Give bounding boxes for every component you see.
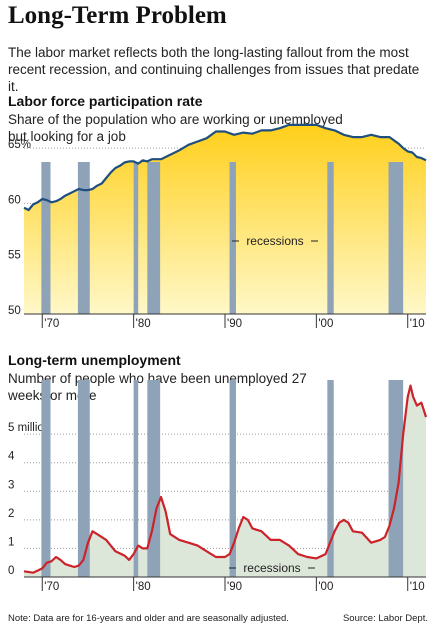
recession-bar xyxy=(229,380,236,577)
main-title: Long-Term Problem xyxy=(8,2,227,29)
recession-bar xyxy=(147,380,161,577)
series-line xyxy=(23,384,428,574)
recession-bar xyxy=(77,162,90,314)
recession-bar xyxy=(327,380,334,577)
chart2-title: Long-term unemployment xyxy=(8,352,181,368)
source-note: Source: Labor Dept. xyxy=(342,613,428,624)
recessions-annotation: recessions xyxy=(246,234,303,248)
y-tick-label: 60 xyxy=(8,194,21,206)
y-tick-label: 50 xyxy=(8,305,21,317)
main-subtitle: The labor market reflects both the long-… xyxy=(8,45,420,94)
x-tick-label: '00 xyxy=(318,581,333,593)
y-tick-label: 1 xyxy=(8,536,14,548)
x-tick-label: '90 xyxy=(227,581,242,593)
x-tick-label: '80 xyxy=(136,318,151,330)
x-tick-label: '10 xyxy=(410,318,425,330)
recession-bar xyxy=(77,380,90,577)
y-tick-label: 2 xyxy=(8,508,14,520)
x-tick-label: '90 xyxy=(227,318,242,330)
recession-bar xyxy=(229,162,236,314)
recession-bar xyxy=(147,162,161,314)
recession-bar xyxy=(41,380,51,577)
recessions-annotation: recessions xyxy=(243,561,300,575)
recession-bar xyxy=(41,162,51,314)
recession-bar xyxy=(327,162,334,314)
area-fill xyxy=(24,124,426,315)
y-tick-label: 4 xyxy=(8,451,15,463)
chart1-title: Labor force participation rate xyxy=(8,93,203,109)
x-tick-label: '70 xyxy=(44,318,59,330)
y-tick-label: 5 million xyxy=(8,422,50,434)
x-tick-label: '80 xyxy=(136,581,151,593)
recession-bar xyxy=(388,162,404,314)
chart1-subtitle: Share of the population who are working … xyxy=(8,112,343,144)
y-tick-label: 3 xyxy=(8,479,14,491)
x-tick-label: '00 xyxy=(318,318,333,330)
recession-bar xyxy=(133,162,139,314)
area-fill xyxy=(24,385,426,577)
x-tick-label: '70 xyxy=(44,581,59,593)
y-tick-label: 55 xyxy=(8,250,21,262)
footnote: Note: Data are for 16-years and older an… xyxy=(8,613,289,624)
x-tick-label: '10 xyxy=(410,581,425,593)
series-line xyxy=(23,123,427,212)
unemployment-chart: 5 million 4 3 2 1 0 '70 '80 '90 '00 '10 recessions xyxy=(8,380,428,593)
participation-chart: 65% 60 55 50 '70 '80 '90 '00 '10 recessions xyxy=(8,123,427,330)
y-tick-label: 65% xyxy=(8,139,31,151)
recession-bar xyxy=(133,380,139,577)
recession-bar xyxy=(388,380,404,577)
y-tick-label: 0 xyxy=(8,565,14,577)
